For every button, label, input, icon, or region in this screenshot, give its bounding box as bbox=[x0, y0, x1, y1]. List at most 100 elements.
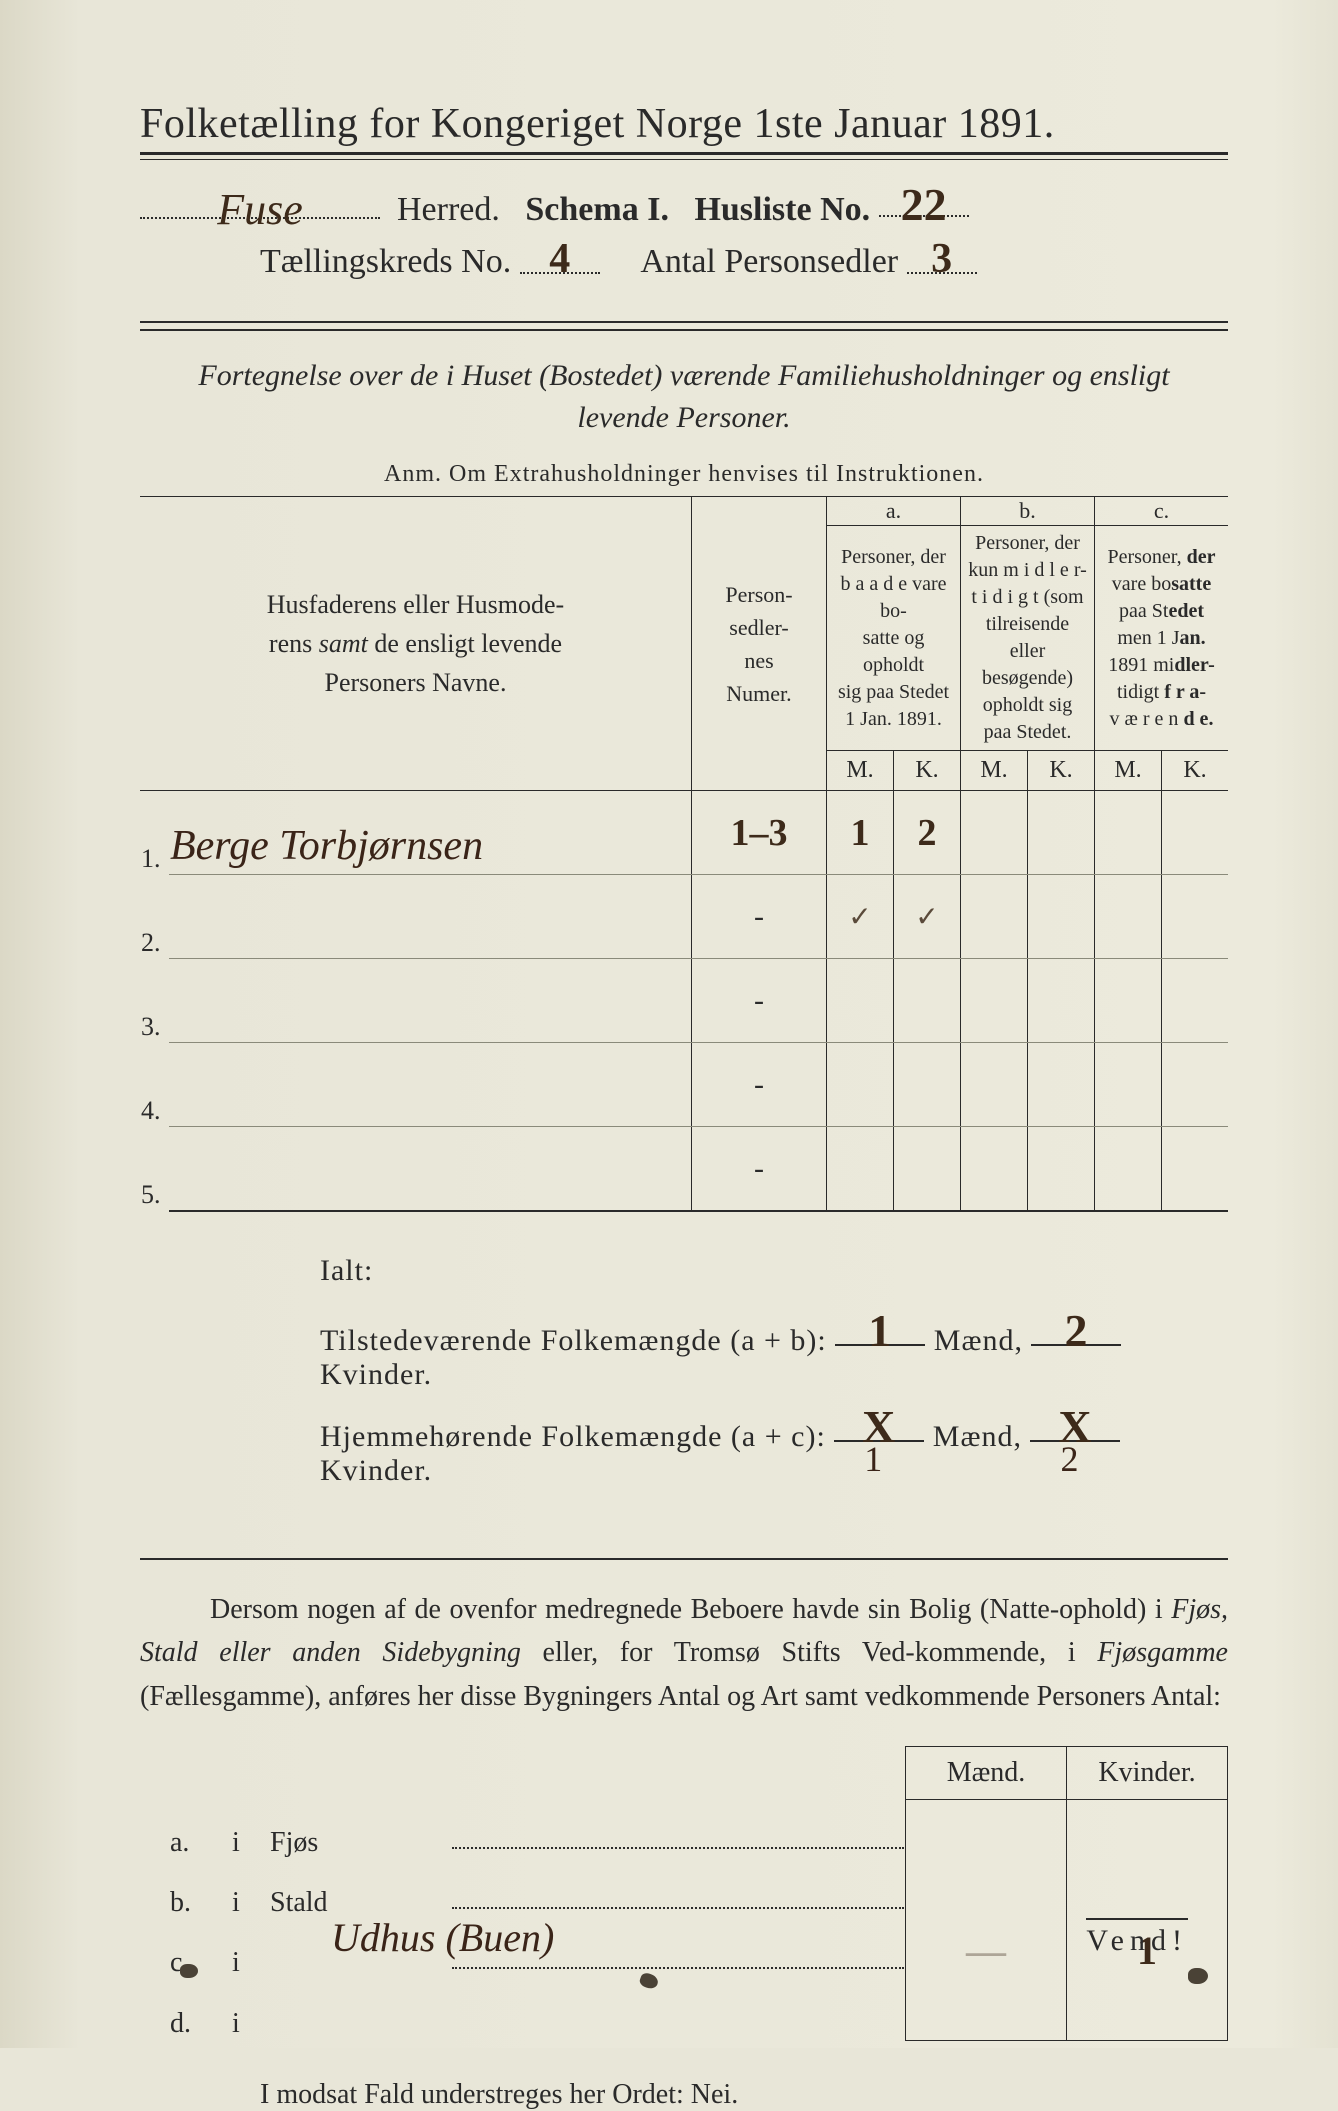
c-k-cell bbox=[1162, 1043, 1229, 1127]
bottom-row-i: i bbox=[231, 1800, 269, 1861]
c-m-cell bbox=[1095, 875, 1162, 959]
bottom-row-dots bbox=[451, 1980, 906, 2041]
table-row: 5. - bbox=[140, 1127, 1228, 1212]
ialt-line2-k-below: 2 bbox=[1060, 1438, 1079, 1480]
col-c-k: K. bbox=[1162, 751, 1229, 791]
b-m-cell bbox=[961, 791, 1028, 875]
row-number: 4. bbox=[140, 1043, 169, 1127]
row-number: 2. bbox=[140, 875, 169, 959]
anm-note: Anm. Om Extrahusholdninger henvises til … bbox=[140, 461, 1228, 488]
bottom-maend-header: Mænd. bbox=[906, 1747, 1067, 1800]
kvinder-label: Kvinder. bbox=[320, 1358, 432, 1391]
ialt-line1-m: 1 bbox=[868, 1305, 892, 1356]
table-row: 4. - bbox=[140, 1043, 1228, 1127]
b-k-cell bbox=[1028, 959, 1095, 1043]
ialt-label: Ialt: bbox=[320, 1254, 1228, 1288]
bottom-row-type bbox=[269, 1980, 451, 2041]
a-k-cell: ✓ bbox=[894, 875, 961, 959]
fortegnelse-line1: Fortegnelse over de i Huset (Bostedet) v… bbox=[198, 359, 1169, 392]
ialt-line1-k: 2 bbox=[1064, 1305, 1088, 1356]
col-numer-header: Person-sedler-nesNumer. bbox=[692, 497, 827, 791]
census-table-body: 1. Berge Torbjørnsen 1–3 1 2 2. - ✓ ✓ bbox=[140, 791, 1228, 1212]
a-m-cell: 1 bbox=[827, 791, 894, 875]
bottom-row-type: Fjøs bbox=[269, 1800, 451, 1861]
a-m-cell bbox=[827, 1043, 894, 1127]
ialt-line1-prefix: Tilstedeværende Folkemængde (a + b): bbox=[320, 1324, 827, 1357]
bottom-row-dots bbox=[451, 1860, 906, 1920]
table-row: 1. Berge Torbjørnsen 1–3 1 2 bbox=[140, 791, 1228, 875]
col-c-m: M. bbox=[1095, 751, 1162, 791]
name-cell bbox=[169, 959, 692, 1043]
bottom-row: d. i bbox=[140, 1980, 1228, 2041]
b-m-cell bbox=[961, 875, 1028, 959]
schema-label: Schema I. bbox=[525, 191, 669, 228]
c-k-cell bbox=[1162, 791, 1229, 875]
fortegnelse-heading: Fortegnelse over de i Huset (Bostedet) v… bbox=[140, 355, 1228, 439]
b-k-cell bbox=[1028, 875, 1095, 959]
row-number: 1. bbox=[140, 791, 169, 875]
name-cell bbox=[169, 875, 692, 959]
table-row: 2. - ✓ ✓ bbox=[140, 875, 1228, 959]
paragraph-dersom: Dersom nogen af de ovenfor medregnede Be… bbox=[140, 1588, 1228, 1718]
c-k-cell bbox=[1162, 1127, 1229, 1212]
c-m-cell bbox=[1095, 1127, 1162, 1212]
maend-label-2: Mænd, bbox=[933, 1420, 1022, 1453]
col-names-header: Husfaderens eller Husmode-rens samt de e… bbox=[140, 497, 692, 791]
c-m-cell bbox=[1095, 1043, 1162, 1127]
bottom-row-k bbox=[1067, 1860, 1228, 1920]
col-b-desc: Personer, derkun m i d l e r-t i d i g t… bbox=[961, 526, 1095, 751]
bottom-row-i: i bbox=[231, 1980, 269, 2041]
a-m-cell: ✓ bbox=[827, 875, 894, 959]
a-k-cell bbox=[894, 959, 961, 1043]
binding-hole-icon bbox=[1188, 1968, 1208, 1984]
bottom-table: Mænd. Kvinder. a. i Fjøs b. i Stald bbox=[140, 1746, 1228, 2041]
husliste-label: Husliste No. bbox=[694, 191, 870, 228]
bottom-row: a. i Fjøs bbox=[140, 1800, 1228, 1861]
bottom-kvinder-header: Kvinder. bbox=[1067, 1747, 1228, 1800]
fortegnelse-line2: levende Personer. bbox=[577, 401, 790, 434]
bottom-row-m bbox=[906, 1980, 1067, 2041]
bottom-row-label: b. bbox=[140, 1860, 231, 1920]
kreds-label: Tællingskreds No. bbox=[260, 243, 511, 280]
c-k-cell bbox=[1162, 875, 1229, 959]
kvinder-label-2: Kvinder. bbox=[320, 1454, 432, 1487]
col-c-desc: Personer, dervare bosattepaa Stedetmen 1… bbox=[1095, 526, 1229, 751]
c-m-cell bbox=[1095, 791, 1162, 875]
header-line-2: Tællingskreds No. 4 Antal Personsedler 3 bbox=[140, 235, 1228, 281]
maend-label: Mænd, bbox=[934, 1324, 1023, 1357]
a-m-cell bbox=[827, 1127, 894, 1212]
bottom-row-i: i bbox=[231, 1920, 269, 1980]
bottom-row-type: Stald bbox=[269, 1860, 451, 1920]
b-k-cell bbox=[1028, 791, 1095, 875]
col-b-k: K. bbox=[1028, 751, 1095, 791]
antal-label: Antal Personsedler bbox=[640, 243, 898, 280]
ialt-line1-k-slot: 2 bbox=[1031, 1308, 1121, 1346]
ialt-line1-m-slot: 1 bbox=[835, 1308, 925, 1346]
a-k-cell bbox=[894, 1127, 961, 1212]
row-number: 3. bbox=[140, 959, 169, 1043]
c-m-cell bbox=[1095, 959, 1162, 1043]
person-name: Berge Torbjørnsen bbox=[170, 823, 483, 869]
a-m-cell bbox=[827, 959, 894, 1043]
bottom-row-m bbox=[906, 1800, 1067, 1861]
kreds-value: 4 bbox=[549, 236, 570, 282]
vend-label: Vend! bbox=[1086, 1918, 1188, 1958]
numer-cell: - bbox=[692, 1127, 827, 1212]
col-a-desc: Personer, derb a a d e vare bo-satte og … bbox=[827, 526, 961, 751]
page-title: Folketælling for Kongeriget Norge 1ste J… bbox=[140, 100, 1228, 148]
bottom-row-m: — bbox=[906, 1920, 1067, 1980]
header-line-1: Fuse Herred. Schema I. Husliste No. 22 bbox=[140, 178, 1228, 229]
ialt-line2-m-slot: X 1 bbox=[834, 1404, 924, 1442]
numer-cell: - bbox=[692, 959, 827, 1043]
herred-label: Herred. bbox=[397, 191, 500, 228]
col-c-letter: c. bbox=[1095, 497, 1229, 526]
table-row: 3. - bbox=[140, 959, 1228, 1043]
c-k-cell bbox=[1162, 959, 1229, 1043]
title-underline bbox=[140, 152, 1228, 160]
bottom-row: c. i Udhus (Buen) — 1 bbox=[140, 1920, 1228, 1980]
census-form-page: Folketælling for Kongeriget Norge 1ste J… bbox=[0, 0, 1338, 2048]
ialt-line2-k-slot: X 2 bbox=[1030, 1404, 1120, 1442]
bottom-row-dots: Udhus (Buen) bbox=[451, 1920, 906, 1980]
bottom-row-k bbox=[1067, 1800, 1228, 1861]
husliste-value: 22 bbox=[901, 179, 947, 230]
